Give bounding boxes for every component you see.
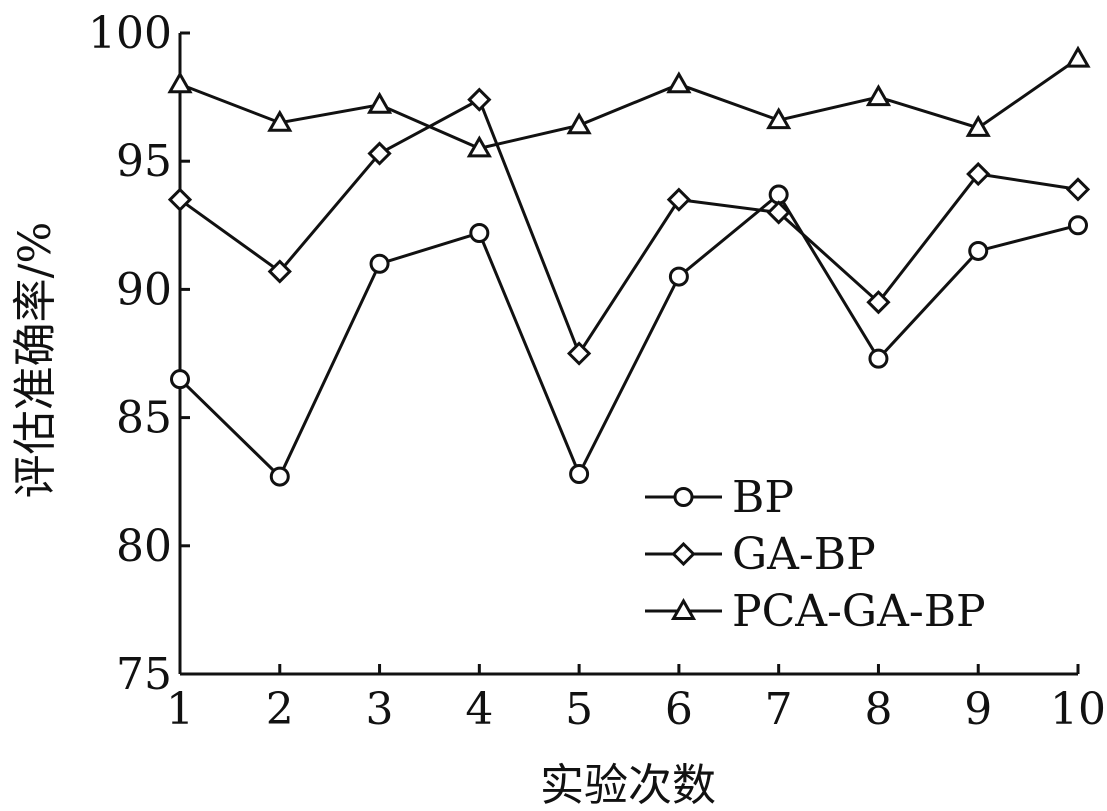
series-ga-bp xyxy=(167,87,1091,366)
x-tick-label: 2 xyxy=(266,684,294,735)
series-pca-ga-bp xyxy=(167,45,1091,158)
axes xyxy=(178,33,1078,676)
data-point xyxy=(766,107,792,130)
x-tick-label: 1 xyxy=(166,684,194,735)
data-point xyxy=(668,266,689,287)
data-point xyxy=(1065,45,1091,68)
data-point xyxy=(367,141,392,166)
x-tick-label: 8 xyxy=(864,684,892,735)
data-point xyxy=(968,240,989,261)
data-point xyxy=(865,84,892,107)
x-tick-label: 6 xyxy=(665,684,693,735)
y-axis-title: 评估准确率/% xyxy=(10,222,61,499)
data-point xyxy=(267,109,293,132)
data-point xyxy=(466,135,492,158)
series-line xyxy=(179,97,1079,357)
x-tick-label: 9 xyxy=(964,684,992,735)
data-point xyxy=(366,91,393,114)
legend-marker xyxy=(671,541,696,567)
data-point xyxy=(467,87,492,112)
data-point xyxy=(167,71,193,94)
data-point xyxy=(566,341,592,366)
legend-entry: PCA-GA-BP xyxy=(645,586,986,637)
legend-marker xyxy=(673,487,694,507)
x-tick-label: 5 xyxy=(565,684,593,735)
data-point xyxy=(170,369,190,390)
legend-entry: BP xyxy=(645,472,794,523)
data-point xyxy=(965,114,991,137)
x-axis-title: 实验次数 xyxy=(540,760,716,811)
series-group xyxy=(167,45,1091,487)
data-point xyxy=(569,464,590,485)
data-point xyxy=(566,112,592,135)
x-tick-label: 7 xyxy=(765,684,793,735)
data-point xyxy=(167,187,193,212)
legend-label: PCA-GA-BP xyxy=(732,586,986,637)
data-point xyxy=(1065,177,1091,202)
y-tick-label: 85 xyxy=(116,393,172,444)
data-point xyxy=(369,253,390,274)
series-line xyxy=(178,192,1079,480)
x-tick-label: 3 xyxy=(366,684,394,735)
data-point xyxy=(469,222,490,243)
legend-marker xyxy=(670,597,697,620)
series-bp xyxy=(170,184,1088,487)
legend-entry: GA-BP xyxy=(645,529,876,580)
y-tick-label: 100 xyxy=(88,8,172,59)
data-point xyxy=(766,200,791,225)
data-point xyxy=(866,290,891,315)
y-tick-label: 80 xyxy=(116,521,172,572)
y-tick-label: 75 xyxy=(116,649,172,700)
legend-label: BP xyxy=(732,472,794,523)
ticks: 75 80 85 90 95 100 1 2 3 4 5 6 7 8 9 10 xyxy=(88,8,1106,735)
data-point xyxy=(269,466,290,487)
data-point xyxy=(267,259,292,284)
legend: BP GA-BP PCA-GA-BP xyxy=(645,472,986,637)
data-point xyxy=(1068,215,1088,236)
data-point xyxy=(666,187,692,212)
y-tick-label: 95 xyxy=(116,136,172,187)
y-tick-label: 90 xyxy=(116,264,172,315)
data-point xyxy=(868,348,889,369)
data-point xyxy=(966,161,991,187)
data-point xyxy=(666,71,692,94)
x-tick-label: 10 xyxy=(1050,684,1106,735)
legend-label: GA-BP xyxy=(732,529,876,580)
series-line xyxy=(179,57,1079,150)
x-tick-label: 4 xyxy=(465,684,493,735)
